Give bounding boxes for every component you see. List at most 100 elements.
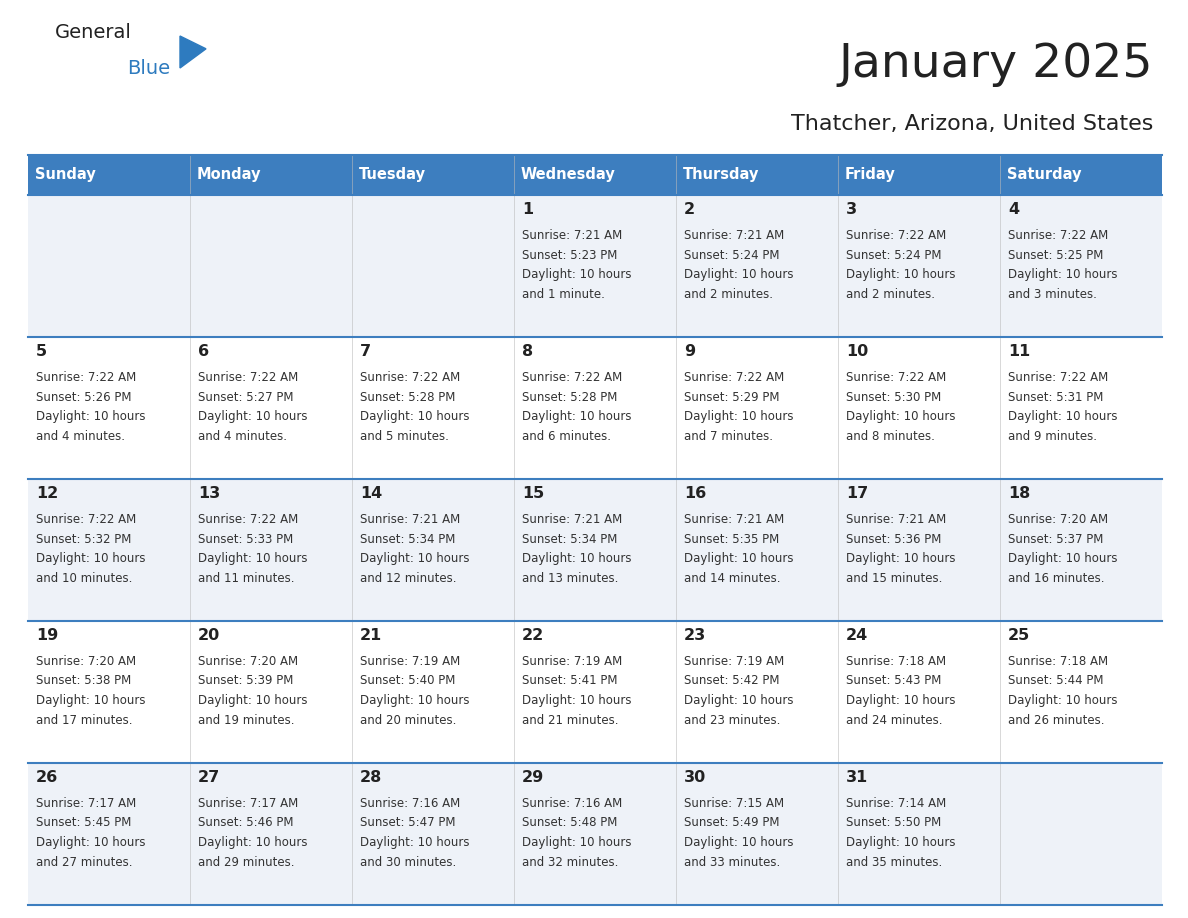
Text: Sunset: 5:30 PM: Sunset: 5:30 PM bbox=[846, 390, 941, 404]
Text: and 10 minutes.: and 10 minutes. bbox=[36, 572, 132, 585]
Bar bbox=[352, 195, 514, 337]
Text: Sunrise: 7:18 AM: Sunrise: 7:18 AM bbox=[1007, 655, 1108, 668]
Bar bbox=[352, 155, 514, 195]
Bar bbox=[1000, 195, 1162, 337]
Text: and 19 minutes.: and 19 minutes. bbox=[198, 713, 295, 726]
Text: and 3 minutes.: and 3 minutes. bbox=[1007, 287, 1097, 300]
Text: General: General bbox=[55, 23, 132, 42]
Text: Tuesday: Tuesday bbox=[359, 167, 426, 183]
Text: 30: 30 bbox=[684, 770, 706, 785]
Text: 8: 8 bbox=[522, 344, 533, 359]
Text: Sunset: 5:48 PM: Sunset: 5:48 PM bbox=[522, 816, 618, 830]
Text: Sunrise: 7:22 AM: Sunrise: 7:22 AM bbox=[1007, 371, 1108, 384]
Text: Daylight: 10 hours: Daylight: 10 hours bbox=[846, 552, 955, 565]
Bar bbox=[190, 621, 352, 763]
Text: Sunrise: 7:16 AM: Sunrise: 7:16 AM bbox=[360, 797, 460, 810]
Text: Sunset: 5:28 PM: Sunset: 5:28 PM bbox=[522, 390, 618, 404]
Text: and 21 minutes.: and 21 minutes. bbox=[522, 713, 619, 726]
Text: Daylight: 10 hours: Daylight: 10 hours bbox=[1007, 552, 1118, 565]
Bar bbox=[514, 479, 676, 621]
Text: Sunset: 5:29 PM: Sunset: 5:29 PM bbox=[684, 390, 779, 404]
Bar bbox=[676, 763, 838, 905]
Text: Sunrise: 7:15 AM: Sunrise: 7:15 AM bbox=[684, 797, 784, 810]
Text: Sunset: 5:32 PM: Sunset: 5:32 PM bbox=[36, 532, 132, 545]
Text: 27: 27 bbox=[198, 770, 220, 785]
Bar bbox=[190, 479, 352, 621]
Text: Daylight: 10 hours: Daylight: 10 hours bbox=[36, 694, 145, 707]
Text: and 14 minutes.: and 14 minutes. bbox=[684, 572, 781, 585]
Text: Daylight: 10 hours: Daylight: 10 hours bbox=[684, 268, 794, 281]
Text: Sunset: 5:42 PM: Sunset: 5:42 PM bbox=[684, 675, 779, 688]
Text: and 30 minutes.: and 30 minutes. bbox=[360, 856, 456, 868]
Text: Sunrise: 7:22 AM: Sunrise: 7:22 AM bbox=[846, 229, 947, 242]
Bar bbox=[838, 621, 1000, 763]
Text: Daylight: 10 hours: Daylight: 10 hours bbox=[522, 268, 632, 281]
Text: 5: 5 bbox=[36, 344, 48, 359]
Text: Sunset: 5:38 PM: Sunset: 5:38 PM bbox=[36, 675, 131, 688]
Text: Sunset: 5:35 PM: Sunset: 5:35 PM bbox=[684, 532, 779, 545]
Text: 4: 4 bbox=[1007, 202, 1019, 217]
Text: Sunset: 5:43 PM: Sunset: 5:43 PM bbox=[846, 675, 941, 688]
Text: Sunrise: 7:22 AM: Sunrise: 7:22 AM bbox=[846, 371, 947, 384]
Bar bbox=[1000, 763, 1162, 905]
Text: Sunrise: 7:22 AM: Sunrise: 7:22 AM bbox=[522, 371, 623, 384]
Polygon shape bbox=[181, 36, 206, 68]
Text: 10: 10 bbox=[846, 344, 868, 359]
Text: and 7 minutes.: and 7 minutes. bbox=[684, 430, 773, 442]
Bar bbox=[676, 479, 838, 621]
Text: Sunrise: 7:22 AM: Sunrise: 7:22 AM bbox=[360, 371, 460, 384]
Text: and 35 minutes.: and 35 minutes. bbox=[846, 856, 942, 868]
Text: Sunrise: 7:22 AM: Sunrise: 7:22 AM bbox=[1007, 229, 1108, 242]
Text: Sunrise: 7:19 AM: Sunrise: 7:19 AM bbox=[522, 655, 623, 668]
Bar bbox=[1000, 337, 1162, 479]
Text: Daylight: 10 hours: Daylight: 10 hours bbox=[1007, 268, 1118, 281]
Text: and 9 minutes.: and 9 minutes. bbox=[1007, 430, 1097, 442]
Text: Sunset: 5:24 PM: Sunset: 5:24 PM bbox=[846, 249, 942, 262]
Text: 7: 7 bbox=[360, 344, 371, 359]
Bar bbox=[29, 763, 190, 905]
Bar bbox=[352, 479, 514, 621]
Text: Sunrise: 7:22 AM: Sunrise: 7:22 AM bbox=[36, 371, 137, 384]
Bar bbox=[352, 621, 514, 763]
Text: Sunrise: 7:21 AM: Sunrise: 7:21 AM bbox=[684, 513, 784, 526]
Bar bbox=[838, 337, 1000, 479]
Text: 3: 3 bbox=[846, 202, 857, 217]
Bar bbox=[29, 337, 190, 479]
Bar bbox=[352, 763, 514, 905]
Bar bbox=[514, 621, 676, 763]
Text: Sunrise: 7:20 AM: Sunrise: 7:20 AM bbox=[198, 655, 298, 668]
Text: Daylight: 10 hours: Daylight: 10 hours bbox=[36, 836, 145, 849]
Text: Sunrise: 7:22 AM: Sunrise: 7:22 AM bbox=[198, 513, 298, 526]
Text: and 4 minutes.: and 4 minutes. bbox=[198, 430, 287, 442]
Text: and 16 minutes.: and 16 minutes. bbox=[1007, 572, 1105, 585]
Text: Sunrise: 7:19 AM: Sunrise: 7:19 AM bbox=[360, 655, 460, 668]
Bar bbox=[676, 621, 838, 763]
Text: and 27 minutes.: and 27 minutes. bbox=[36, 856, 133, 868]
Text: 16: 16 bbox=[684, 486, 706, 501]
Text: Daylight: 10 hours: Daylight: 10 hours bbox=[684, 552, 794, 565]
Text: and 13 minutes.: and 13 minutes. bbox=[522, 572, 619, 585]
Text: Sunrise: 7:17 AM: Sunrise: 7:17 AM bbox=[198, 797, 298, 810]
Text: Sunset: 5:50 PM: Sunset: 5:50 PM bbox=[846, 816, 941, 830]
Text: Daylight: 10 hours: Daylight: 10 hours bbox=[522, 410, 632, 423]
Text: Daylight: 10 hours: Daylight: 10 hours bbox=[360, 552, 469, 565]
Text: Sunset: 5:34 PM: Sunset: 5:34 PM bbox=[360, 532, 455, 545]
Text: Sunrise: 7:21 AM: Sunrise: 7:21 AM bbox=[360, 513, 460, 526]
Text: Sunset: 5:36 PM: Sunset: 5:36 PM bbox=[846, 532, 941, 545]
Text: and 26 minutes.: and 26 minutes. bbox=[1007, 713, 1105, 726]
Text: Daylight: 10 hours: Daylight: 10 hours bbox=[684, 694, 794, 707]
Text: Daylight: 10 hours: Daylight: 10 hours bbox=[198, 410, 308, 423]
Text: Sunrise: 7:22 AM: Sunrise: 7:22 AM bbox=[684, 371, 784, 384]
Text: Thatcher, Arizona, United States: Thatcher, Arizona, United States bbox=[791, 114, 1154, 134]
Bar bbox=[514, 763, 676, 905]
Text: Sunset: 5:39 PM: Sunset: 5:39 PM bbox=[198, 675, 293, 688]
Bar bbox=[514, 195, 676, 337]
Text: 20: 20 bbox=[198, 628, 220, 643]
Text: Sunset: 5:47 PM: Sunset: 5:47 PM bbox=[360, 816, 455, 830]
Text: Sunset: 5:49 PM: Sunset: 5:49 PM bbox=[684, 816, 779, 830]
Text: Daylight: 10 hours: Daylight: 10 hours bbox=[684, 836, 794, 849]
Text: and 8 minutes.: and 8 minutes. bbox=[846, 430, 935, 442]
Text: and 24 minutes.: and 24 minutes. bbox=[846, 713, 942, 726]
Text: 15: 15 bbox=[522, 486, 544, 501]
Text: January 2025: January 2025 bbox=[839, 42, 1154, 87]
